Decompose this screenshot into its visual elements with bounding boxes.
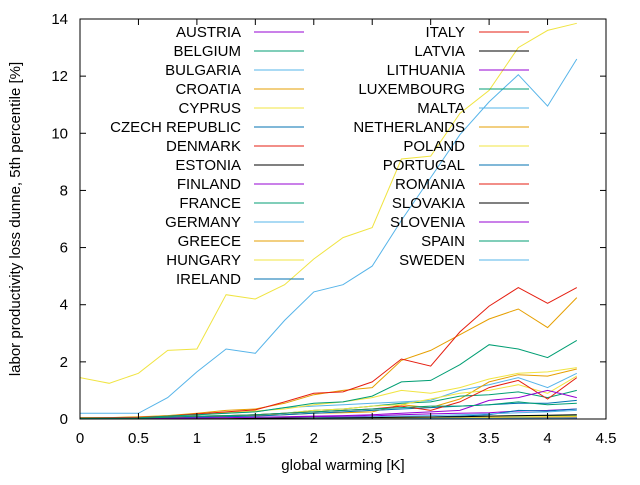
legend-item: DENMARK bbox=[166, 138, 304, 155]
y-tick-label: 10 bbox=[51, 125, 68, 142]
legend-label: FINLAND bbox=[177, 176, 241, 193]
legend-item: BULGARIA bbox=[165, 62, 304, 79]
legend-item: ROMANIA bbox=[395, 176, 529, 193]
legend-item: SLOVAKIA bbox=[392, 195, 529, 212]
legend-item: ITALY bbox=[426, 24, 529, 41]
legend-item: FRANCE bbox=[179, 195, 304, 212]
legend-item: SLOVENIA bbox=[390, 214, 529, 231]
legend-label: ESTONIA bbox=[175, 157, 241, 174]
legend-item: LITHUANIA bbox=[387, 62, 529, 79]
y-tick-label: 2 bbox=[60, 354, 68, 371]
legend-item: SWEDEN bbox=[399, 252, 529, 269]
x-tick-label: 0 bbox=[76, 430, 84, 447]
y-tick-label: 4 bbox=[60, 297, 68, 314]
x-tick-label: 3.5 bbox=[479, 430, 500, 447]
series-line-spain bbox=[80, 401, 577, 419]
y-tick-label: 14 bbox=[51, 11, 68, 28]
x-tick-label: 2.5 bbox=[362, 430, 383, 447]
legend-label: NETHERLANDS bbox=[353, 119, 465, 136]
legend-label: CZECH REPUBLIC bbox=[110, 119, 241, 136]
legend-item: LUXEMBOURG bbox=[358, 81, 529, 98]
legend-label: FRANCE bbox=[179, 195, 241, 212]
legend-label: HUNGARY bbox=[166, 252, 241, 269]
y-axis-label: labor productivity loss dunne, 5th perce… bbox=[7, 62, 24, 376]
x-tick-label: 0.5 bbox=[128, 430, 149, 447]
y-tick-label: 6 bbox=[60, 240, 68, 257]
legend-label: ITALY bbox=[426, 24, 465, 41]
legend-item: POLAND bbox=[403, 138, 529, 155]
legend-item: AUSTRIA bbox=[176, 24, 304, 41]
x-tick-label: 2 bbox=[310, 430, 318, 447]
series-lines bbox=[79, 22, 578, 420]
legend-label: LUXEMBOURG bbox=[358, 81, 465, 98]
x-tick-label: 4 bbox=[543, 430, 551, 447]
legend-item: GREECE bbox=[178, 233, 304, 250]
x-tick-label: 3 bbox=[426, 430, 434, 447]
legend-label: BULGARIA bbox=[165, 62, 241, 79]
legend-item: SPAIN bbox=[421, 233, 529, 250]
y-tick-label: 8 bbox=[60, 182, 68, 199]
legend-item: PORTUGAL bbox=[383, 157, 529, 174]
legend-label: LITHUANIA bbox=[387, 62, 465, 79]
legend-label: SLOVAKIA bbox=[392, 195, 465, 212]
x-tick-label: 1 bbox=[193, 430, 201, 447]
legend-label: SPAIN bbox=[421, 233, 465, 250]
x-axis-label: global warming [K] bbox=[281, 457, 404, 474]
y-tick-label: 0 bbox=[60, 411, 68, 428]
legend-item: BELGIUM bbox=[173, 43, 304, 60]
series-line-slovenia bbox=[80, 389, 577, 420]
y-tick-label: 12 bbox=[51, 68, 68, 85]
legend-item: ESTONIA bbox=[175, 157, 304, 174]
legend-label: LATVIA bbox=[414, 43, 465, 60]
legend-label: IRELAND bbox=[176, 271, 241, 288]
legend-item: IRELAND bbox=[176, 271, 304, 288]
legend-label: BELGIUM bbox=[173, 43, 241, 60]
legend-label: MALTA bbox=[417, 100, 465, 117]
legend-label: SLOVENIA bbox=[390, 214, 465, 231]
x-tick-label: 4.5 bbox=[596, 430, 617, 447]
series-line-malta bbox=[80, 58, 578, 414]
legend-label: AUSTRIA bbox=[176, 24, 241, 41]
legend-label: GERMANY bbox=[165, 214, 241, 231]
legend-item: GERMANY bbox=[165, 214, 304, 231]
legend-label: DENMARK bbox=[166, 138, 241, 155]
series-line-luxembourg bbox=[80, 339, 578, 419]
legend-item: CYPRUS bbox=[178, 100, 304, 117]
legend-item: LATVIA bbox=[414, 43, 529, 60]
x-tick-label: 1.5 bbox=[245, 430, 266, 447]
legend-label: GREECE bbox=[178, 233, 241, 250]
legend-item: MALTA bbox=[417, 100, 529, 117]
legend-item: CROATIA bbox=[175, 81, 304, 98]
legend-label: SWEDEN bbox=[399, 252, 465, 269]
legend-label: ROMANIA bbox=[395, 176, 465, 193]
legend-item: CZECH REPUBLIC bbox=[110, 119, 304, 136]
legend-label: CROATIA bbox=[175, 81, 241, 98]
legend-label: PORTUGAL bbox=[383, 157, 465, 174]
plot-frame bbox=[79, 18, 607, 420]
legend-item: FINLAND bbox=[177, 176, 304, 193]
legend-item: HUNGARY bbox=[166, 252, 304, 269]
series-line-unlabeled-27 bbox=[79, 22, 577, 384]
legend: AUSTRIA BELGIUM BULGARIA CROATIA CYPRUS CZECH… bbox=[110, 24, 529, 288]
legend-label: POLAND bbox=[403, 138, 465, 155]
axis-ticks: 0 0.5 1 1.5 2 2.5 3 3.5 4 4.5 0 2 4 6 8 10 12 14 bbox=[51, 11, 616, 447]
legend-label: CYPRUS bbox=[178, 100, 241, 117]
series-line-italy bbox=[79, 287, 578, 419]
legend-item: NETHERLANDS bbox=[353, 119, 529, 136]
